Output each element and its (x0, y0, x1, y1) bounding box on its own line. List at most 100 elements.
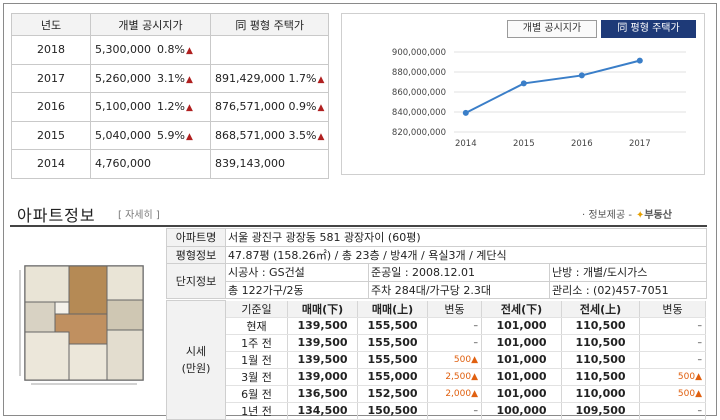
price-history-table: 년도 개별 공시지가 同 평형 주택가 2018 5,300,000 0.8%▲ 2… (11, 13, 330, 179)
up-arrow-icon: ▲ (317, 74, 325, 85)
jeonse-change: – (639, 402, 706, 420)
market-date: 1주 전 (225, 334, 288, 352)
trade-rate: 1.7% (288, 71, 317, 85)
gongsi-rate: 5.9% (156, 128, 185, 142)
sale-change: 2,000▲ (427, 385, 482, 403)
sale-high: 155,500 (357, 351, 428, 369)
detail-link[interactable]: [ 자세히 ] (118, 210, 160, 221)
jeonse-high: 110,500 (561, 317, 640, 335)
row-year: 2016 (11, 92, 91, 122)
gongsi-value: 5,100,000 (95, 100, 151, 114)
trade-value: 839,143,000 (215, 157, 285, 171)
col-year: 년도 (11, 13, 91, 36)
tab-gongsi[interactable]: 개별 공시지가 (507, 20, 597, 38)
row-gongsi: 5,040,000 5.9%▲ (90, 120, 211, 150)
market-row: 현재 139,500 155,500–101,000 110,500– (167, 317, 706, 335)
up-arrow-icon: ▲ (185, 103, 193, 114)
x-tick-label: 2017 (629, 139, 651, 149)
info-row-complex-2: 총 122가구/2동 주차 284대/가구당 2.3대 관리소 : (02)45… (167, 280, 707, 299)
data-point[interactable] (636, 57, 643, 64)
gongsi-value: 5,040,000 (95, 128, 151, 142)
apartment-info-title: 아파트정보 (17, 206, 96, 225)
market-date: 1년 전 (225, 402, 288, 420)
jeonse-high: 110,000 (561, 385, 640, 403)
market-side-text: 시세 (만원) (181, 344, 211, 375)
gongsi-value: 5,300,000 (95, 43, 151, 57)
market-date: 현재 (225, 317, 288, 335)
size-label: 평형정보 (166, 245, 226, 264)
col-jeonse-change: 변동 (639, 300, 706, 318)
row-same-size-price (209, 35, 330, 65)
price-history-row: 2018 5,300,000 0.8%▲ (11, 35, 330, 65)
sale-change: 500▲ (427, 351, 482, 369)
builder: 시공사 : GS건설 (225, 263, 369, 282)
price-line-chart: 900,000,000 880,000,000 860,000,000 840,000… (392, 48, 686, 149)
market-row: 1월 전 139,500 155,500 500▲ 101,000 110,500– (167, 351, 706, 369)
price-history-row: 2016 5,100,000 1.2%▲ 876,571,000 0.9%▲ (11, 92, 330, 122)
info-row-name: 아파트명 서울 광진구 광장동 581 광장자이 (60평) (166, 228, 707, 247)
gongsi-value: 4,760,000 (95, 157, 151, 171)
up-arrow-icon: ▲ (185, 131, 193, 142)
info-row-size: 평형정보 47.87평 (158.26㎡) / 총 23층 / 방4개 / 욕실… (166, 245, 707, 264)
row-year: 2018 (11, 35, 91, 65)
gongsi-rate: 1.2% (156, 100, 185, 114)
sale-high: 155,500 (357, 317, 428, 335)
price-history-row: 2017 5,260,000 3.1%▲ 891,429,000 1.7%▲ (11, 63, 330, 93)
y-tick-label: 840,000,000 (392, 108, 446, 118)
source-brand: 부동산 (644, 210, 672, 221)
y-tick-label: 880,000,000 (392, 68, 446, 78)
sale-high: 155,000 (357, 368, 428, 386)
jeonse-change: – (639, 334, 706, 352)
market-price-table: 시세 (만원) 기준일 매매(下) 매매(上) 변동 전세(下) 전세(上) 변동… (166, 300, 706, 420)
jeonse-low: 100,000 (481, 402, 562, 420)
trade-value: 876,571,000 (215, 100, 285, 114)
jeonse-high: 110,500 (561, 351, 640, 369)
market-row: 1년 전 134,500 150,500–100,000 109,500– (167, 402, 706, 420)
row-same-size-price: 868,571,000 3.5%▲ (209, 120, 330, 150)
complex-label: 단지정보 (166, 263, 226, 299)
col-gongsi: 개별 공시지가 (90, 13, 211, 36)
sale-high: 152,500 (357, 385, 428, 403)
size-info: 47.87평 (158.26㎡) / 총 23층 / 방4개 / 욕실3개 / … (225, 245, 707, 264)
x-tick-label: 2015 (513, 139, 535, 149)
row-year: 2017 (11, 63, 91, 93)
jeonse-low: 101,000 (481, 385, 562, 403)
gongsi-rate: 3.1% (156, 71, 185, 85)
y-tick-label: 820,000,000 (392, 128, 446, 138)
data-point[interactable] (578, 72, 585, 79)
sale-low: 134,500 (287, 402, 358, 420)
jeonse-change: 500▲ (639, 368, 706, 386)
price-history-header: 년도 개별 공시지가 同 평형 주택가 (11, 13, 330, 36)
trade-rate: 0.9% (288, 100, 317, 114)
sale-change: – (427, 402, 482, 420)
apartment-name: 서울 광진구 광장동 581 광장자이 (60평) (225, 228, 707, 247)
jeonse-low: 101,000 (481, 351, 562, 369)
management-office: 관리소 : (02)457-7051 (549, 280, 707, 299)
up-arrow-icon: ▲ (185, 46, 193, 57)
sale-high: 150,500 (357, 402, 428, 420)
jeonse-high: 110,500 (561, 334, 640, 352)
sale-change: – (427, 317, 482, 335)
tab-same-size-price[interactable]: 同 평형 주택가 (601, 20, 696, 38)
row-year: 2014 (11, 149, 91, 179)
jeonse-change: 500▲ (639, 385, 706, 403)
households: 총 122가구/2동 (225, 280, 369, 299)
source-label: · 정보제공 - (582, 210, 632, 221)
data-point[interactable] (462, 109, 469, 116)
market-row: 6월 전 136,500 152,500 2,000▲ 101,000 110,000 50… (167, 385, 706, 403)
info-source: · 정보제공 - ✦부동산 (582, 206, 672, 221)
floor-plan-image[interactable] (17, 260, 151, 386)
gongsi-value: 5,260,000 (95, 71, 151, 85)
price-history-row: 2015 5,040,000 5.9%▲ 868,571,000 3.5%▲ (11, 120, 330, 150)
col-sale-low: 매매(下) (287, 300, 358, 318)
apartment-info-table: 아파트명 서울 광진구 광장동 581 광장자이 (60평) 평형정보 47.8… (166, 228, 707, 299)
jeonse-high: 110,500 (561, 368, 640, 386)
sale-change: 2,500▲ (427, 368, 482, 386)
col-jeonse-high: 전세(上) (561, 300, 640, 318)
data-point[interactable] (520, 80, 527, 87)
jeonse-low: 101,000 (481, 334, 562, 352)
price-history-row: 2014 4,760,000 839,143,000 (11, 149, 330, 179)
market-date: 6월 전 (225, 385, 288, 403)
y-tick-label: 860,000,000 (392, 88, 446, 98)
row-gongsi: 5,260,000 3.1%▲ (90, 63, 211, 93)
